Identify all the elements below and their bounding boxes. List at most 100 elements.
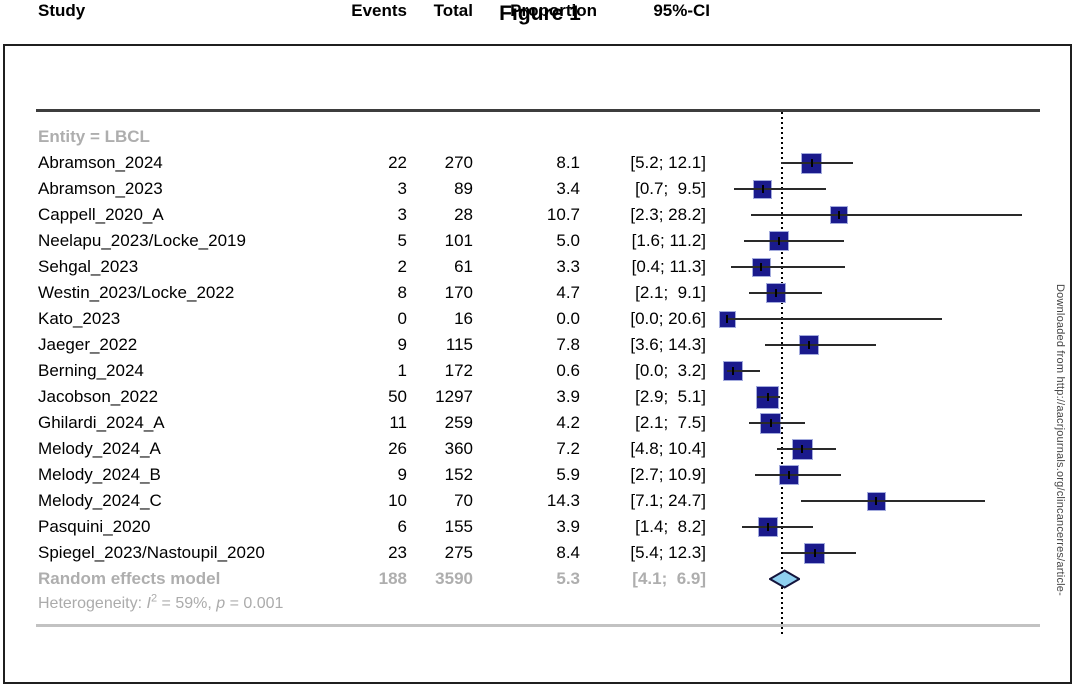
summary-diamond: [768, 569, 801, 589]
total-value: 16: [454, 309, 473, 328]
total-value: 89: [454, 179, 473, 198]
events-value: 8: [397, 283, 407, 302]
events-value: 6: [397, 517, 407, 536]
ci-value: [2.1; 7.5]: [635, 413, 706, 432]
study-label: Melody_2024_A: [38, 439, 161, 458]
study-label: Westin_2023/Locke_2022: [38, 283, 235, 302]
point-estimate-tick: [775, 289, 778, 297]
ci-value: [0.4; 11.3]: [631, 257, 706, 276]
events-value: 23: [388, 543, 407, 562]
heterogeneity-note: Heterogeneity: I2 = 59%, p = 0.001: [38, 592, 284, 612]
table-row: Melody_2024_A 26 360 7.2 [4.8; 10.4]: [0, 438, 1080, 460]
events-value: 26: [388, 439, 407, 458]
proportion-value: 5.9: [556, 465, 580, 484]
study-label: Pasquini_2020: [38, 517, 151, 536]
total-value: 155: [444, 517, 473, 536]
table-row: Jaeger_2022 9 115 7.8 [3.6; 14.3]: [0, 334, 1080, 356]
proportion-value: 4.2: [556, 413, 580, 432]
ci-line: [781, 162, 854, 164]
point-estimate-tick: [801, 445, 804, 453]
events-value: 11: [389, 413, 407, 432]
study-label: Kato_2023: [38, 309, 121, 328]
events-value: 50: [388, 387, 407, 406]
table-row: Berning_2024 1 172 0.6 [0.0; 3.2]: [0, 360, 1080, 382]
ci-value: [0.0; 3.2]: [635, 361, 706, 380]
proportion-value: 7.2: [556, 439, 580, 458]
point-estimate-tick: [769, 419, 772, 427]
point-estimate-tick: [761, 185, 764, 193]
proportion-value: 8.1: [556, 153, 580, 172]
total-value: 70: [454, 491, 473, 510]
study-label: Melody_2024_B: [38, 465, 161, 484]
table-row: Neelapu_2023/Locke_2019 5 101 5.0 [1.6; 11.2…: [0, 230, 1080, 252]
proportion-value: 0.6: [556, 361, 580, 380]
study-label: Ghilardi_2024_A: [38, 413, 165, 432]
ci-value: [1.4; 8.2]: [635, 517, 706, 536]
study-label: Spiegel_2023/Nastoupil_2020: [38, 543, 265, 562]
ci-line: [727, 318, 943, 320]
events-value: 0: [397, 309, 407, 328]
point-estimate-tick: [766, 393, 769, 401]
table-row: Westin_2023/Locke_2022 8 170 4.7 [2.1; 9.1]: [0, 282, 1080, 304]
ci-line: [741, 526, 813, 528]
total-value: 275: [444, 543, 473, 562]
ci-value: [7.1; 24.7]: [630, 491, 706, 510]
col-header-study: Study: [38, 1, 86, 20]
events-value: 22: [388, 153, 407, 172]
total-value: 152: [444, 465, 473, 484]
study-label: Cappell_2020_A: [38, 205, 164, 224]
figure-border-box: [3, 44, 1072, 684]
proportion-value: 5.0: [556, 231, 580, 250]
total-value: 101: [444, 231, 473, 250]
total-value: 172: [444, 361, 473, 380]
ci-line: [734, 188, 827, 190]
total-value: 61: [454, 257, 473, 276]
events-value: 9: [397, 465, 407, 484]
ci-value: [3.6; 14.3]: [630, 335, 706, 354]
ci-line: [783, 552, 856, 554]
proportion-value: 8.4: [556, 543, 580, 562]
proportion-value: 7.8: [556, 335, 580, 354]
study-label: Abramson_2023: [38, 179, 163, 198]
study-label: Jaeger_2022: [38, 335, 138, 354]
ci-line: [731, 266, 846, 268]
ci-value: [5.2; 12.1]: [630, 153, 706, 172]
ci-value: [0.7; 9.5]: [635, 179, 706, 198]
proportion-value: 4.7: [556, 283, 580, 302]
proportion-value: 3.9: [556, 387, 580, 406]
total-value: 28: [454, 205, 473, 224]
table-row: Abramson_2024 22 270 8.1 [5.2; 12.1]: [0, 152, 1080, 174]
proportion-value: 0.0: [556, 309, 580, 328]
study-label: Melody_2024_C: [38, 491, 162, 510]
bottom-rule: [36, 624, 1040, 627]
events-value: 9: [397, 335, 407, 354]
table-row: Melody_2024_C 10 70 14.3 [7.1; 24.7]: [0, 490, 1080, 512]
events-value: 10: [388, 491, 407, 510]
watermark-text: Downloaded from http://aacrjournals.org/…: [1054, 284, 1066, 596]
ci-line: [757, 396, 781, 398]
ci-value: [1.6; 11.2]: [631, 231, 706, 250]
group-label: Entity = LBCL: [38, 127, 150, 146]
ci-value: [4.8; 10.4]: [630, 439, 706, 458]
header-rule: [36, 109, 1040, 112]
ci-line: [748, 422, 806, 424]
total-value: 1297: [435, 387, 473, 406]
study-label: Abramson_2024: [38, 153, 163, 172]
study-label: Sehgal_2023: [38, 257, 139, 276]
total-value: 259: [444, 413, 473, 432]
point-estimate-tick: [810, 159, 813, 167]
events-value: 5: [397, 231, 407, 250]
ci-line: [801, 500, 986, 502]
point-estimate-tick: [778, 237, 781, 245]
point-estimate-tick: [875, 497, 878, 505]
ci-value: [2.3; 28.2]: [630, 205, 706, 224]
point-estimate-tick: [726, 315, 728, 323]
summary-ci: [4.1; 6.9]: [632, 569, 706, 588]
study-label: Jacobson_2022: [38, 387, 159, 406]
total-value: 360: [444, 439, 473, 458]
total-value: 270: [444, 153, 473, 172]
events-value: 2: [397, 257, 407, 276]
summary-label: Random effects model: [38, 569, 221, 588]
total-value: 170: [444, 283, 473, 302]
point-estimate-tick: [807, 341, 810, 349]
